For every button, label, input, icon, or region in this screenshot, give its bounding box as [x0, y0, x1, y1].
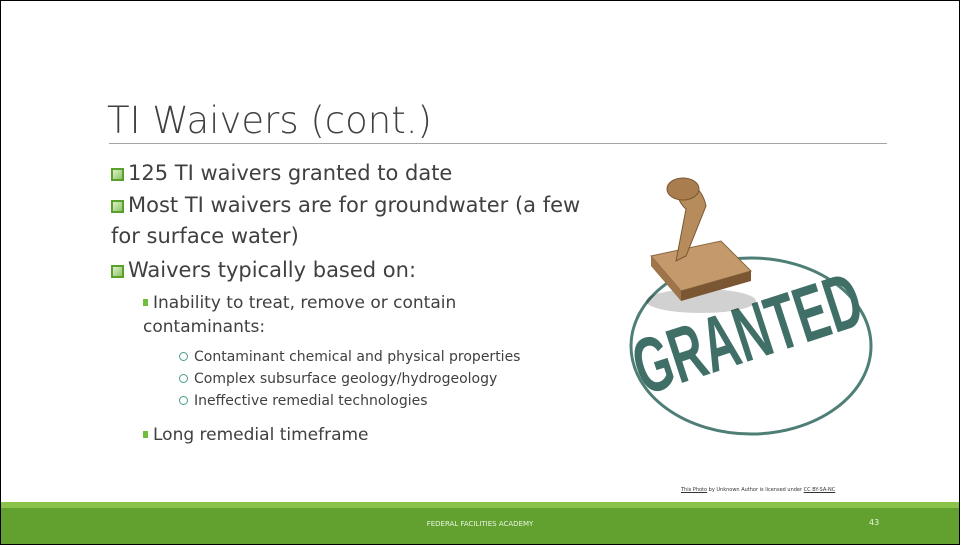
sub-bullet: Long remedial timeframe — [143, 423, 369, 447]
sub-sub-bullet-text: Ineffective remedial technologies — [194, 393, 428, 409]
bullet-text: 125 TI waivers granted to date — [128, 161, 452, 185]
bullet: 125 TI waivers granted to date — [111, 158, 452, 189]
stamp-handle — [631, 161, 791, 321]
slide-title: TI Waivers (cont.) — [107, 99, 432, 142]
photo-credit: This Photo by Unknown Author is licensed… — [681, 487, 835, 493]
sub-sub-bullet: Contaminant chemical and physical proper… — [179, 346, 520, 368]
footer-text: FEDERAL FACILITIES ACADEMY — [1, 520, 959, 528]
license-link[interactable]: CC BY-SA-NC — [804, 487, 836, 493]
sub-bullet-text: Long remedial timeframe — [153, 425, 369, 445]
bullet: Waivers typically based on: — [111, 255, 416, 286]
bullet: Most TI waivers are for groundwater (a f… — [111, 190, 596, 252]
bullet-text: Waivers typically based on: — [128, 258, 416, 282]
credit-text: by Unknown Author is licensed under — [709, 487, 802, 493]
sub-bullet-text: Inability to treat, remove or contain co… — [143, 293, 456, 337]
bullet-text: Most TI waivers are for groundwater (a f… — [111, 193, 580, 248]
title-rule — [109, 143, 887, 144]
sub-sub-bullet-text: Contaminant chemical and physical proper… — [194, 349, 520, 365]
sub-sub-bullet: Complex subsurface geology/hydrogeology — [179, 368, 497, 390]
sub-sub-bullet-text: Complex subsurface geology/hydrogeology — [194, 371, 497, 387]
sub-sub-bullet: Ineffective remedial technologies — [179, 390, 428, 412]
page-number: 43 — [869, 518, 879, 527]
slide: TI Waivers (cont.) 125 TI waivers grante… — [0, 0, 960, 545]
sub-bullet: Inability to treat, remove or contain co… — [143, 291, 503, 339]
photo-link[interactable]: This Photo — [681, 487, 707, 493]
